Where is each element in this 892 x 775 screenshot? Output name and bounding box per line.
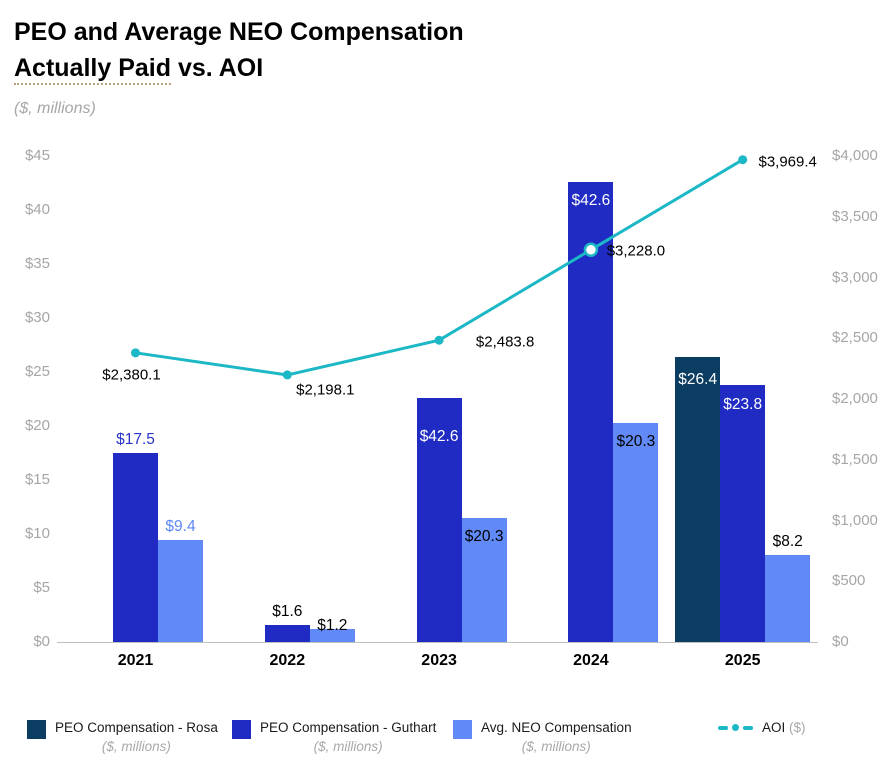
left-axis-tick: $15 <box>24 471 50 488</box>
legend-swatch-rosa-icon <box>27 720 46 739</box>
bar-value-label: $23.8 <box>723 395 763 413</box>
chart-units-subtitle: ($, millions) <box>14 100 96 117</box>
legend-sublabel-aoi: ($) <box>789 720 806 735</box>
bar-avg-neo-compensation-2023 <box>461 517 507 642</box>
category-label-2022: 2022 <box>269 652 306 669</box>
aoi-value-label-2022: $2,198.1 <box>296 381 355 399</box>
category-label-2025: 2025 <box>724 652 761 669</box>
aoi-value-label-2023: $2,483.8 <box>475 333 535 351</box>
bar-value-label: $17.5 <box>116 431 155 448</box>
bar-avg-neo-compensation-2021 <box>158 540 203 642</box>
right-axis-tick: $1,000 <box>832 511 878 529</box>
chart-title-underlined-phrase: Actually Paid <box>14 54 171 85</box>
left-axis-tick: $10 <box>24 525 50 542</box>
aoi-dash-icon <box>743 725 753 730</box>
bar-avg-neo-compensation-2025 <box>765 554 811 642</box>
aoi-line <box>134 158 745 377</box>
category-label-2021: 2021 <box>117 652 154 669</box>
aoi-marker-2023 <box>434 335 444 345</box>
bar-peo-compensation-rosa-2025 <box>675 356 721 642</box>
category-label-2023: 2023 <box>421 652 457 669</box>
legend-item-avg-neo: Avg. NEO Compensation ($, millions) <box>453 719 632 754</box>
right-axis-tick: $2,000 <box>832 390 878 407</box>
legend-label-aoi: AOI ($) <box>762 719 806 736</box>
left-axis-tick: $45 <box>24 147 50 164</box>
left-axis-tick: $30 <box>24 309 50 326</box>
bar-value-label: $20.3 <box>616 432 656 450</box>
bar-avg-neo-compensation-2022 <box>309 629 355 642</box>
right-axis-tick: $0 <box>832 633 849 650</box>
legend-item-peo-rosa: PEO Compensation - Rosa ($, millions) <box>27 719 218 754</box>
legend-label-guthart: PEO Compensation - Guthart <box>260 720 437 735</box>
aoi-marker-2025 <box>738 155 748 165</box>
aoi-dot-icon <box>732 724 739 731</box>
legend-swatch-neo-icon <box>453 720 472 739</box>
legend-sublabel-rosa: ($, millions) <box>101 739 171 754</box>
right-axis-tick: $1,500 <box>832 450 878 468</box>
bar-value-label: $20.3 <box>464 527 504 545</box>
bar-value-label: $8.2 <box>772 532 803 550</box>
left-axis-tick: $5 <box>33 579 50 596</box>
aoi-dash-icon <box>718 725 728 730</box>
bar-value-label: $42.6 <box>419 427 459 445</box>
aoi-value-label-2021: $2,380.1 <box>102 366 161 384</box>
legend-sublabel-guthart: ($, millions) <box>313 739 383 754</box>
aoi-marker-2021 <box>131 348 140 358</box>
bar-peo-compensation-guthart-2025 <box>720 384 766 642</box>
chart-title: PEO and Average NEO Compensation Actuall… <box>14 14 464 86</box>
bar-peo-compensation-guthart-2021 <box>113 453 158 642</box>
chart-title-line2: Actually Paid vs. AOI <box>14 50 464 86</box>
right-axis-tick: $4,000 <box>832 147 878 164</box>
right-axis-tick: $500 <box>832 572 866 590</box>
legend-label-neo: Avg. NEO Compensation <box>481 720 632 735</box>
aoi-marker-2022 <box>282 370 292 380</box>
bar-avg-neo-compensation-2024 <box>613 422 659 642</box>
bar-value-label: $1.6 <box>272 602 303 620</box>
bar-peo-compensation-guthart-2023 <box>416 397 462 642</box>
aoi-value-label-2025: $3,969.4 <box>758 153 817 171</box>
right-axis-tick: $3,500 <box>832 207 878 225</box>
bar-value-label: $9.4 <box>165 518 196 536</box>
legend-swatch-guthart-icon <box>232 720 251 739</box>
chart-title-line1: PEO and Average NEO Compensation <box>14 18 464 46</box>
bar-value-label: $1.2 <box>317 617 348 635</box>
bar-value-label: $42.6 <box>571 191 611 209</box>
left-axis-tick: $25 <box>24 363 50 380</box>
legend-label-aoi-text: AOI <box>762 720 786 735</box>
legend-item-peo-guthart: PEO Compensation - Guthart ($, millions) <box>232 719 436 754</box>
x-axis-line <box>57 642 818 643</box>
aoi-value-label-2024: $3,228.0 <box>606 242 666 260</box>
legend-item-aoi: AOI ($) <box>718 719 806 736</box>
left-axis-tick: $20 <box>24 417 50 434</box>
aoi-dash-dot-line-icon <box>718 724 753 731</box>
left-axis-tick: $35 <box>24 255 50 272</box>
right-axis-tick: $2,500 <box>832 329 878 347</box>
left-axis-tick: $40 <box>24 201 50 218</box>
legend-label-rosa: PEO Compensation - Rosa <box>55 720 218 735</box>
left-axis-tick: $0 <box>33 633 50 650</box>
category-label-2024: 2024 <box>573 652 609 669</box>
right-axis-tick: $3,000 <box>832 268 878 286</box>
legend-sublabel-neo: ($, millions) <box>521 739 591 754</box>
bar-peo-compensation-guthart-2022 <box>264 624 310 642</box>
chart-title-line2-rest: vs. AOI <box>171 54 264 82</box>
bar-value-label: $26.4 <box>678 370 718 388</box>
